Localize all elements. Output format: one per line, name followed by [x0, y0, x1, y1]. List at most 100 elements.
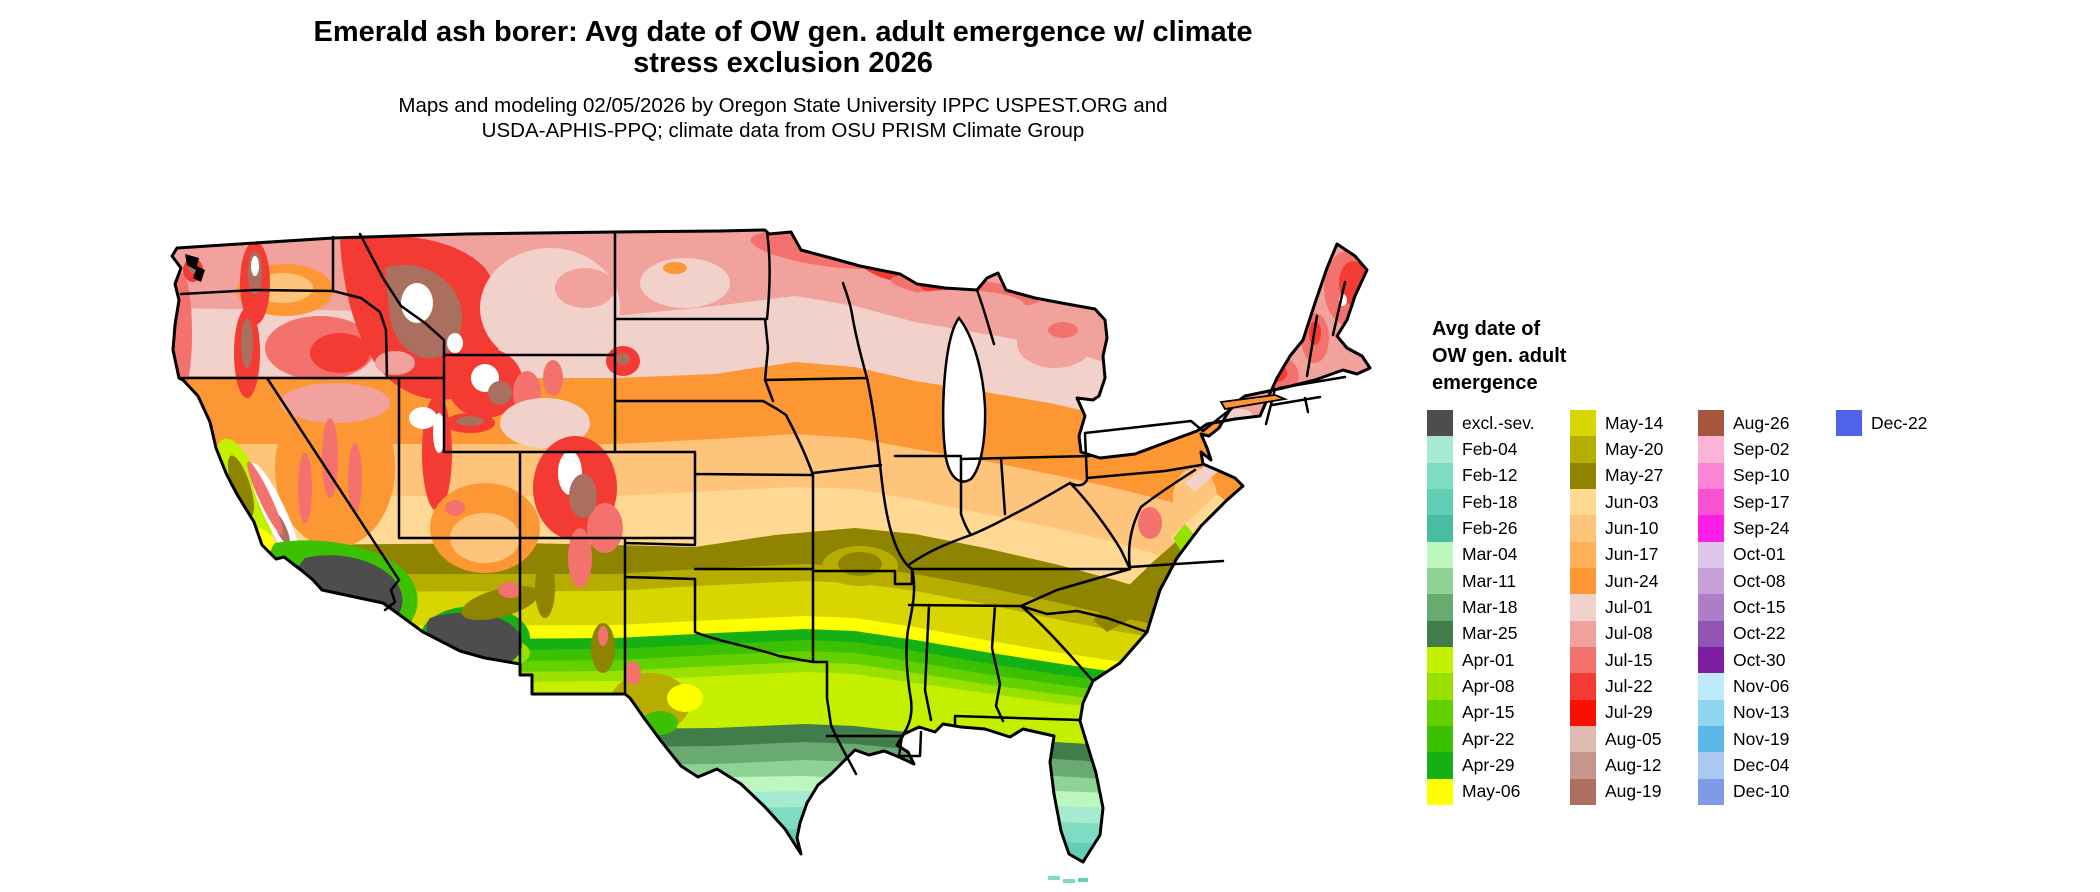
legend-item: Jul-01: [1570, 594, 1663, 621]
legend-item: May-14: [1570, 410, 1663, 437]
legend-swatch: [1427, 541, 1453, 568]
legend-label: Sep-10: [1733, 465, 1790, 486]
legend-label: Jul-22: [1605, 675, 1653, 696]
legend-item: Sep-24: [1698, 515, 1789, 542]
legend-column-4: Dec-22: [1836, 410, 1928, 437]
legend-swatch: [1698, 778, 1724, 805]
legend-swatch: [1570, 594, 1596, 621]
legend-label: Feb-04: [1462, 438, 1518, 459]
legend-item: Aug-26: [1698, 410, 1790, 437]
legend-label: Apr-15: [1462, 702, 1515, 723]
legend-item: Aug-19: [1570, 778, 1663, 805]
legend-item: Feb-26: [1427, 515, 1535, 542]
map-title: Emerald ash borer: Avg date of OW gen. a…: [0, 17, 1566, 79]
legend-label: Oct-30: [1733, 649, 1786, 670]
legend-swatch: [1427, 699, 1453, 726]
legend-label: Aug-19: [1605, 781, 1662, 802]
legend-label: Jun-24: [1605, 570, 1659, 591]
legend-label: Nov-19: [1733, 728, 1790, 749]
legend-item: Nov-13: [1698, 699, 1790, 726]
legend-label: Aug-05: [1605, 728, 1662, 749]
legend-swatch: [1427, 410, 1453, 437]
legend-item: Oct-01: [1698, 541, 1789, 568]
legend-swatch: [1427, 752, 1453, 779]
legend-swatch: [1570, 646, 1596, 674]
legend-label: Jul-29: [1605, 702, 1653, 723]
legend-label: Jul-08: [1605, 623, 1653, 644]
legend-item: Nov-19: [1698, 725, 1790, 753]
legend-label: Nov-13: [1733, 702, 1790, 723]
legend-label: Sep-17: [1733, 491, 1790, 512]
legend-swatch: [1698, 567, 1724, 595]
legend-swatch: [1427, 673, 1453, 700]
legend-label: Dec-22: [1871, 412, 1928, 433]
legend-swatch: [1427, 594, 1453, 621]
legend-swatch: [1427, 515, 1453, 542]
legend-label: Apr-22: [1462, 728, 1515, 749]
map-title-line2: stress exclusion 2026: [633, 47, 933, 79]
legend-swatch: [1427, 488, 1453, 516]
legend-label: Feb-12: [1462, 465, 1518, 486]
legend-item: Mar-11: [1427, 567, 1535, 595]
legend-item: Feb-18: [1427, 488, 1535, 516]
legend-item: Jul-15: [1570, 646, 1663, 674]
legend-label: Aug-26: [1733, 412, 1790, 433]
legend-item: Aug-12: [1570, 752, 1663, 779]
legend-swatch: [1427, 778, 1453, 805]
legend-label: May-20: [1605, 438, 1664, 459]
legend-swatch: [1698, 462, 1724, 489]
legend-label: Sep-02: [1733, 438, 1790, 459]
legend-label: May-06: [1462, 781, 1521, 802]
legend-item: Jun-17: [1570, 541, 1663, 568]
legend-label: Dec-04: [1733, 754, 1790, 775]
legend-label: Jul-01: [1605, 596, 1653, 617]
map-title-line1: Emerald ash borer: Avg date of OW gen. a…: [313, 16, 1253, 48]
legend-item: Mar-25: [1427, 620, 1535, 647]
legend-item: Jul-08: [1570, 620, 1663, 647]
legend-title: Avg date of OW gen. adult emergence: [1432, 316, 1566, 397]
legend-swatch: [1570, 410, 1596, 437]
legend-swatch: [1427, 646, 1453, 674]
legend-item: Oct-30: [1698, 646, 1789, 674]
legend-swatch: [1698, 646, 1724, 674]
legend-swatch: [1570, 778, 1596, 805]
legend-column-2: May-14 May-20 May-27 Jun-03 Jun-10 Jun-17 Jun-…: [1570, 410, 1663, 805]
legend-swatch: [1698, 410, 1724, 437]
legend-item: Oct-08: [1698, 567, 1789, 595]
legend-item: Apr-22: [1427, 725, 1535, 753]
legend-swatch: [1698, 620, 1724, 647]
legend-item: Jul-29: [1570, 699, 1663, 726]
legend-label: Oct-01: [1733, 544, 1786, 565]
legend-title-line2: OW gen. adult: [1432, 345, 1567, 367]
legend-item: Feb-04: [1427, 436, 1535, 463]
legend-label: Jun-03: [1605, 491, 1659, 512]
legend-item: Mar-18: [1427, 594, 1535, 621]
legend-label: Oct-22: [1733, 623, 1786, 644]
legend-item: Feb-12: [1427, 462, 1535, 489]
legend-swatch: [1427, 620, 1453, 647]
legend-swatch: [1570, 725, 1596, 753]
legend-item: Apr-01: [1427, 646, 1535, 674]
legend-item: Apr-08: [1427, 673, 1535, 700]
legend-swatch: [1570, 462, 1596, 489]
legend-swatch: [1570, 699, 1596, 726]
legend-label: Mar-25: [1462, 623, 1518, 644]
legend-item: May-06: [1427, 778, 1535, 805]
legend-swatch: [1836, 410, 1862, 437]
legend-swatch: [1570, 620, 1596, 647]
legend-label: Oct-15: [1733, 596, 1786, 617]
legend-swatch: [1698, 725, 1724, 753]
legend-label: Apr-29: [1462, 754, 1515, 775]
legend-title-line3: emergence: [1432, 372, 1538, 394]
legend-swatch: [1570, 752, 1596, 779]
map-subtitle-line1: Maps and modeling 02/05/2026 by Oregon S…: [398, 94, 1168, 117]
map-subtitle-line2: USDA-APHIS-PPQ; climate data from OSU PR…: [481, 119, 1085, 142]
legend-item: Sep-10: [1698, 462, 1790, 489]
legend-item: Mar-04: [1427, 541, 1535, 568]
legend-swatch: [1698, 515, 1724, 542]
legend-label: May-27: [1605, 465, 1664, 486]
legend-label: Mar-04: [1462, 544, 1518, 565]
legend-swatch: [1698, 436, 1724, 463]
legend-swatch: [1570, 436, 1596, 463]
legend-label: Feb-18: [1462, 491, 1518, 512]
